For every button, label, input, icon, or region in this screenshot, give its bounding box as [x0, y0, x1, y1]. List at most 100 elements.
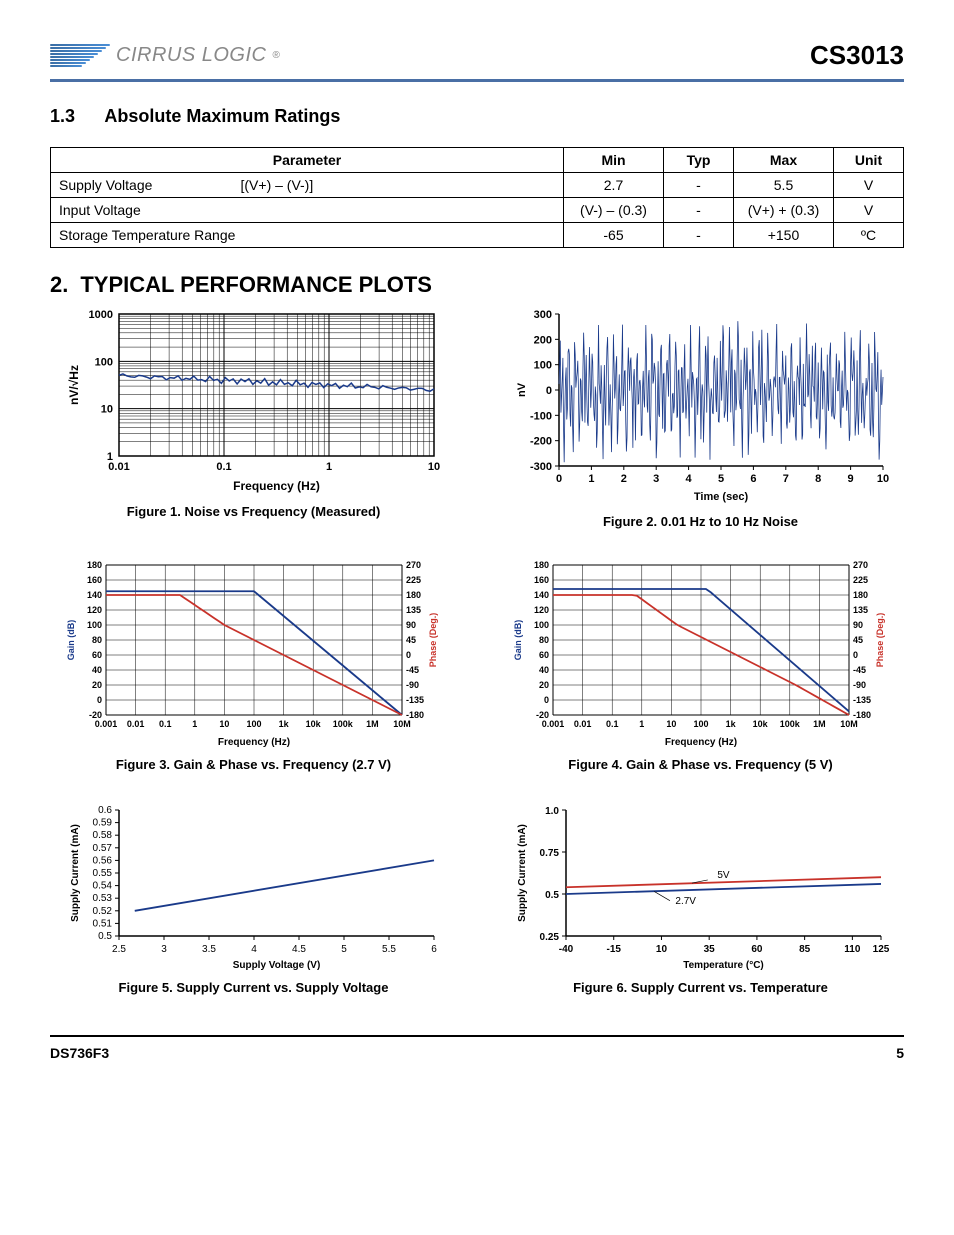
- svg-text:4: 4: [685, 473, 692, 485]
- svg-text:0.75: 0.75: [539, 848, 559, 859]
- main-section-title: TYPICAL PERFORMANCE PLOTS: [80, 272, 432, 297]
- svg-text:0.51: 0.51: [92, 918, 112, 929]
- svg-text:100: 100: [246, 719, 261, 729]
- svg-text:100: 100: [86, 620, 101, 630]
- svg-text:Supply Voltage (V): Supply Voltage (V): [232, 960, 320, 971]
- svg-text:40: 40: [91, 665, 101, 675]
- svg-text:0: 0: [853, 650, 858, 660]
- svg-text:Frequency (Hz): Frequency (Hz): [217, 737, 289, 748]
- table-row: Storage Temperature Range -65 - +150 ºC: [51, 223, 904, 248]
- svg-text:6: 6: [431, 944, 437, 955]
- svg-text:1000: 1000: [88, 309, 112, 321]
- svg-text:Temperature (°C): Temperature (°C): [683, 960, 764, 971]
- svg-text:1: 1: [639, 719, 644, 729]
- page-number: 5: [896, 1045, 904, 1061]
- svg-text:125: 125: [872, 944, 889, 955]
- svg-text:0.1: 0.1: [216, 461, 231, 473]
- svg-text:80: 80: [91, 635, 101, 645]
- fig4-chart: 0.0010.010.11101001k10k100k1M10M-20-1800…: [511, 559, 891, 749]
- svg-text:-45: -45: [853, 665, 866, 675]
- svg-text:0.25: 0.25: [539, 932, 559, 943]
- svg-text:1k: 1k: [725, 719, 736, 729]
- svg-text:100: 100: [94, 356, 112, 368]
- svg-text:-180: -180: [853, 710, 871, 720]
- svg-text:1.0: 1.0: [545, 806, 559, 817]
- svg-text:200: 200: [533, 334, 551, 346]
- svg-text:-40: -40: [558, 944, 573, 955]
- svg-text:40: 40: [538, 665, 548, 675]
- svg-text:8: 8: [815, 473, 821, 485]
- th-parameter: Parameter: [51, 148, 564, 173]
- svg-text:60: 60: [751, 944, 763, 955]
- figure-4: 0.0010.010.11101001k10k100k1M10M-20-1800…: [497, 559, 904, 772]
- svg-text:-15: -15: [606, 944, 621, 955]
- svg-text:0.001: 0.001: [541, 719, 564, 729]
- svg-text:5V: 5V: [717, 870, 730, 881]
- fig5-chart: 2.533.544.555.560.50.510.520.530.540.550…: [64, 802, 444, 972]
- svg-text:-300: -300: [529, 461, 551, 473]
- svg-text:5.5: 5.5: [382, 944, 396, 955]
- svg-text:85: 85: [799, 944, 811, 955]
- svg-text:0.56: 0.56: [92, 855, 112, 866]
- svg-text:nV/√Hz: nV/√Hz: [67, 365, 81, 405]
- svg-text:0.001: 0.001: [94, 719, 117, 729]
- svg-text:0.1: 0.1: [158, 719, 171, 729]
- svg-text:0: 0: [543, 695, 548, 705]
- fig3-chart: 0.0010.010.11101001k10k100k1M10M-20-1800…: [64, 559, 444, 749]
- svg-text:270: 270: [406, 560, 421, 570]
- svg-text:140: 140: [533, 590, 548, 600]
- svg-text:0.58: 0.58: [92, 830, 112, 841]
- svg-text:180: 180: [853, 590, 868, 600]
- fig1-chart: 0.010.11101101001000Frequency (Hz)nV/√Hz: [64, 306, 444, 496]
- svg-text:-90: -90: [406, 680, 419, 690]
- svg-text:-135: -135: [406, 695, 424, 705]
- svg-text:2.5: 2.5: [112, 944, 126, 955]
- svg-text:10k: 10k: [305, 719, 321, 729]
- section-title: Absolute Maximum Ratings: [104, 106, 340, 126]
- svg-text:10: 10: [100, 404, 112, 416]
- fig5-caption: Figure 5. Supply Current vs. Supply Volt…: [119, 980, 389, 995]
- svg-text:90: 90: [853, 620, 863, 630]
- svg-text:0.52: 0.52: [92, 906, 112, 917]
- svg-text:Time (sec): Time (sec): [693, 491, 748, 503]
- svg-text:90: 90: [406, 620, 416, 630]
- svg-text:6: 6: [750, 473, 756, 485]
- svg-text:100: 100: [533, 360, 551, 372]
- svg-text:-135: -135: [853, 695, 871, 705]
- svg-text:-180: -180: [406, 710, 424, 720]
- svg-text:0.54: 0.54: [92, 881, 112, 892]
- svg-text:120: 120: [533, 605, 548, 615]
- svg-text:Frequency (Hz): Frequency (Hz): [233, 479, 320, 493]
- svg-text:135: 135: [853, 605, 868, 615]
- svg-text:10M: 10M: [840, 719, 858, 729]
- svg-text:20: 20: [91, 680, 101, 690]
- svg-text:0.1: 0.1: [605, 719, 618, 729]
- svg-text:5: 5: [341, 944, 347, 955]
- svg-text:0: 0: [96, 695, 101, 705]
- header-divider: [50, 79, 904, 82]
- doc-id: DS736F3: [50, 1045, 109, 1061]
- company-name: CIRRUS LOGIC: [116, 44, 266, 67]
- fig6-caption: Figure 6. Supply Current vs. Temperature: [573, 980, 828, 995]
- svg-text:35: 35: [703, 944, 715, 955]
- figure-1: 0.010.11101101001000Frequency (Hz)nV/√Hz…: [50, 306, 457, 529]
- svg-text:1k: 1k: [278, 719, 289, 729]
- svg-text:100k: 100k: [332, 719, 353, 729]
- svg-text:225: 225: [853, 575, 868, 585]
- svg-text:-200: -200: [529, 436, 551, 448]
- svg-text:-100: -100: [529, 410, 551, 422]
- figure-2: 012345678910-300-200-1000100200300Time (…: [497, 306, 904, 529]
- svg-text:0.55: 0.55: [92, 868, 112, 879]
- svg-text:0.6: 0.6: [98, 805, 112, 816]
- fig1-caption: Figure 1. Noise vs Frequency (Measured): [127, 504, 381, 519]
- svg-text:0.57: 0.57: [92, 843, 112, 854]
- svg-text:0.59: 0.59: [92, 818, 112, 829]
- fig2-caption: Figure 2. 0.01 Hz to 10 Hz Noise: [603, 514, 798, 529]
- svg-text:160: 160: [533, 575, 548, 585]
- svg-text:-90: -90: [853, 680, 866, 690]
- svg-text:0: 0: [406, 650, 411, 660]
- figure-5: 2.533.544.555.560.50.510.520.530.540.550…: [50, 802, 457, 995]
- svg-text:0.5: 0.5: [98, 931, 112, 942]
- svg-text:1: 1: [106, 451, 112, 463]
- svg-text:-45: -45: [406, 665, 419, 675]
